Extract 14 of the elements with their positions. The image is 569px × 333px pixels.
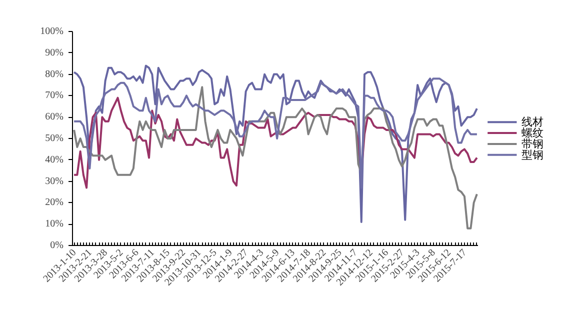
y-tick-label: 10% — [45, 218, 64, 230]
legend-label: 螺纹 — [521, 126, 544, 140]
y-tick-label: 80% — [45, 68, 64, 80]
legend-label: 带钢 — [521, 137, 544, 150]
y-tick-label: 0% — [50, 240, 64, 251]
y-tick-label: 60% — [45, 112, 64, 123]
y-tick-label: 90% — [45, 47, 64, 58]
y-tick-label: 20% — [45, 197, 64, 208]
y-tick-label: 70% — [45, 90, 64, 102]
y-tick-label: 50% — [45, 133, 64, 144]
y-tick-label: 30% — [45, 176, 64, 187]
y-tick-label: 100% — [40, 26, 64, 37]
y-tick-label: 40% — [45, 154, 64, 166]
legend-label: 型钢 — [521, 148, 544, 162]
